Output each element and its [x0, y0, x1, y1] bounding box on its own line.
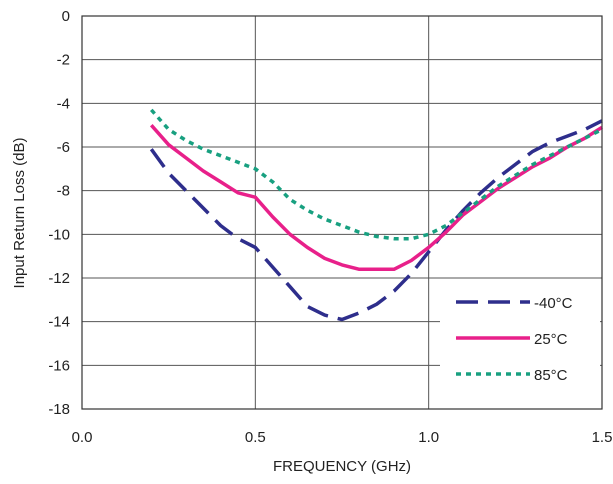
plot-frame: [81, 15, 603, 410]
y-tick-label: -16: [48, 357, 70, 374]
x-tick-label: 0.0: [72, 429, 93, 446]
y-axis-title: Input Return Loss (dB): [11, 138, 28, 289]
series-line: [149, 124, 603, 272]
series-line: [149, 119, 603, 322]
series-line: [149, 108, 603, 241]
y-tick-label: -2: [57, 52, 70, 69]
y-tick-label: -10: [48, 226, 70, 243]
legend-label: 25°C: [534, 331, 568, 348]
legend-label: 85°C: [534, 367, 568, 384]
y-tick-label: -18: [48, 401, 70, 418]
y-tick-label: 0: [62, 8, 70, 25]
y-tick-labels: 0 -2 -4 -6 -8 -10 -12 -14 -16 -18: [48, 8, 70, 418]
y-tick-label: -4: [57, 95, 70, 112]
y-tick-label: -12: [48, 270, 70, 287]
y-tick-label: -8: [57, 183, 70, 200]
legend-label: -40°C: [534, 295, 573, 312]
x-tick-labels: 0.0 0.5 1.0 1.5: [72, 429, 613, 446]
legend: -40°C 25°C 85°C: [440, 288, 600, 392]
y-tick-label: -14: [48, 314, 70, 331]
x-tick-label: 1.5: [592, 429, 613, 446]
series-group: [149, 108, 603, 322]
x-tick-label: 1.0: [418, 429, 439, 446]
x-axis-title: FREQUENCY (GHz): [273, 458, 411, 475]
y-tick-label: -6: [57, 139, 70, 156]
x-tick-label: 0.5: [245, 429, 266, 446]
